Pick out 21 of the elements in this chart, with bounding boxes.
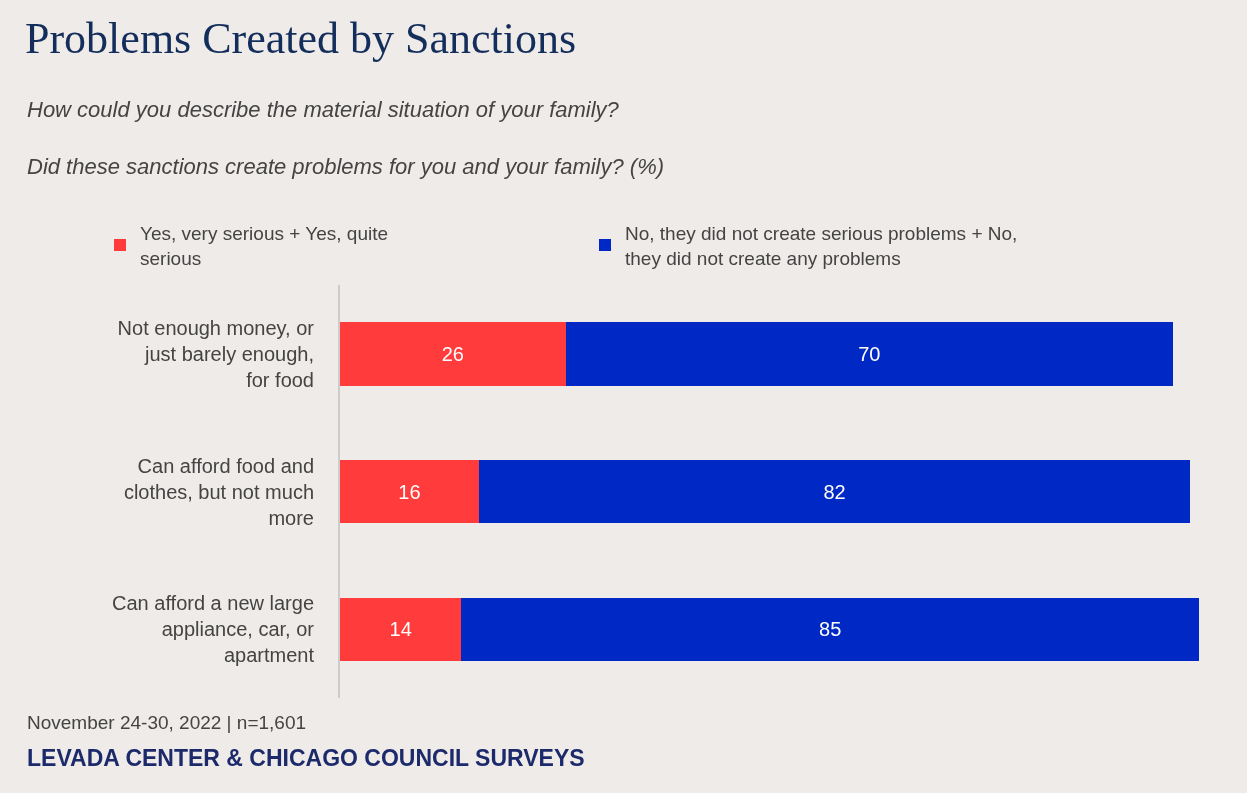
y-tick-label: Can afford food and clothes, but not much more (123, 454, 314, 529)
bar (478, 459, 1191, 524)
y-tick-label: Not enough money, or just barely enough, for food (117, 316, 315, 391)
text: November 24-30, 2022 | n=1,601 (27, 712, 307, 733)
data-label: 82 (823, 480, 846, 503)
text: LEVADA CENTER & CHICAGO COUNCIL SURVEYS (27, 745, 585, 771)
bar (565, 322, 1173, 386)
bar (461, 597, 1199, 661)
chart-title: Problems Created by Sanctions (25, 13, 577, 63)
data-label: 85 (819, 618, 842, 641)
y-tick-label: Can afford a new large appliance, car, or apartment (112, 592, 315, 667)
data-label: 16 (398, 480, 421, 503)
bar (340, 597, 462, 661)
text: How could you describe the material situation of your family? Did these sanctions create problems for you and your family? (%) (27, 97, 665, 180)
legend-label: Yes, very serious + Yes, quite serious (140, 223, 389, 269)
bar (340, 459, 479, 524)
bar (340, 322, 566, 386)
data-label: 26 (441, 342, 464, 365)
data-label: 14 (389, 618, 412, 641)
data-label: 70 (858, 342, 881, 365)
legend-label: No, they did not create serious problems + No, they did not create any problems (625, 223, 1018, 269)
